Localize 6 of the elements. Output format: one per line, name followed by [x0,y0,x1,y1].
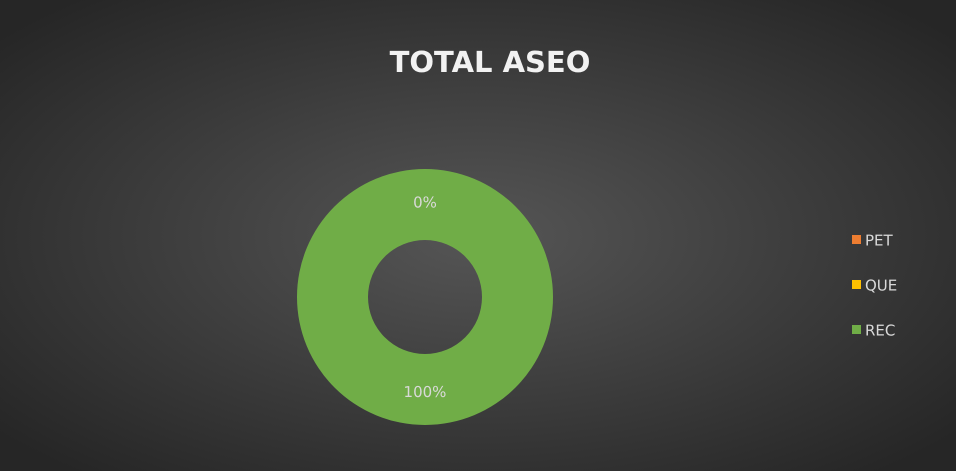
legend-label: QUE [865,276,898,294]
text: 0% [413,194,437,212]
chart-title: TOTAL ASEO [390,45,590,79]
legend-label: REC [865,321,896,340]
data-label: 100% [404,382,446,401]
legend-label: PET [865,231,894,250]
